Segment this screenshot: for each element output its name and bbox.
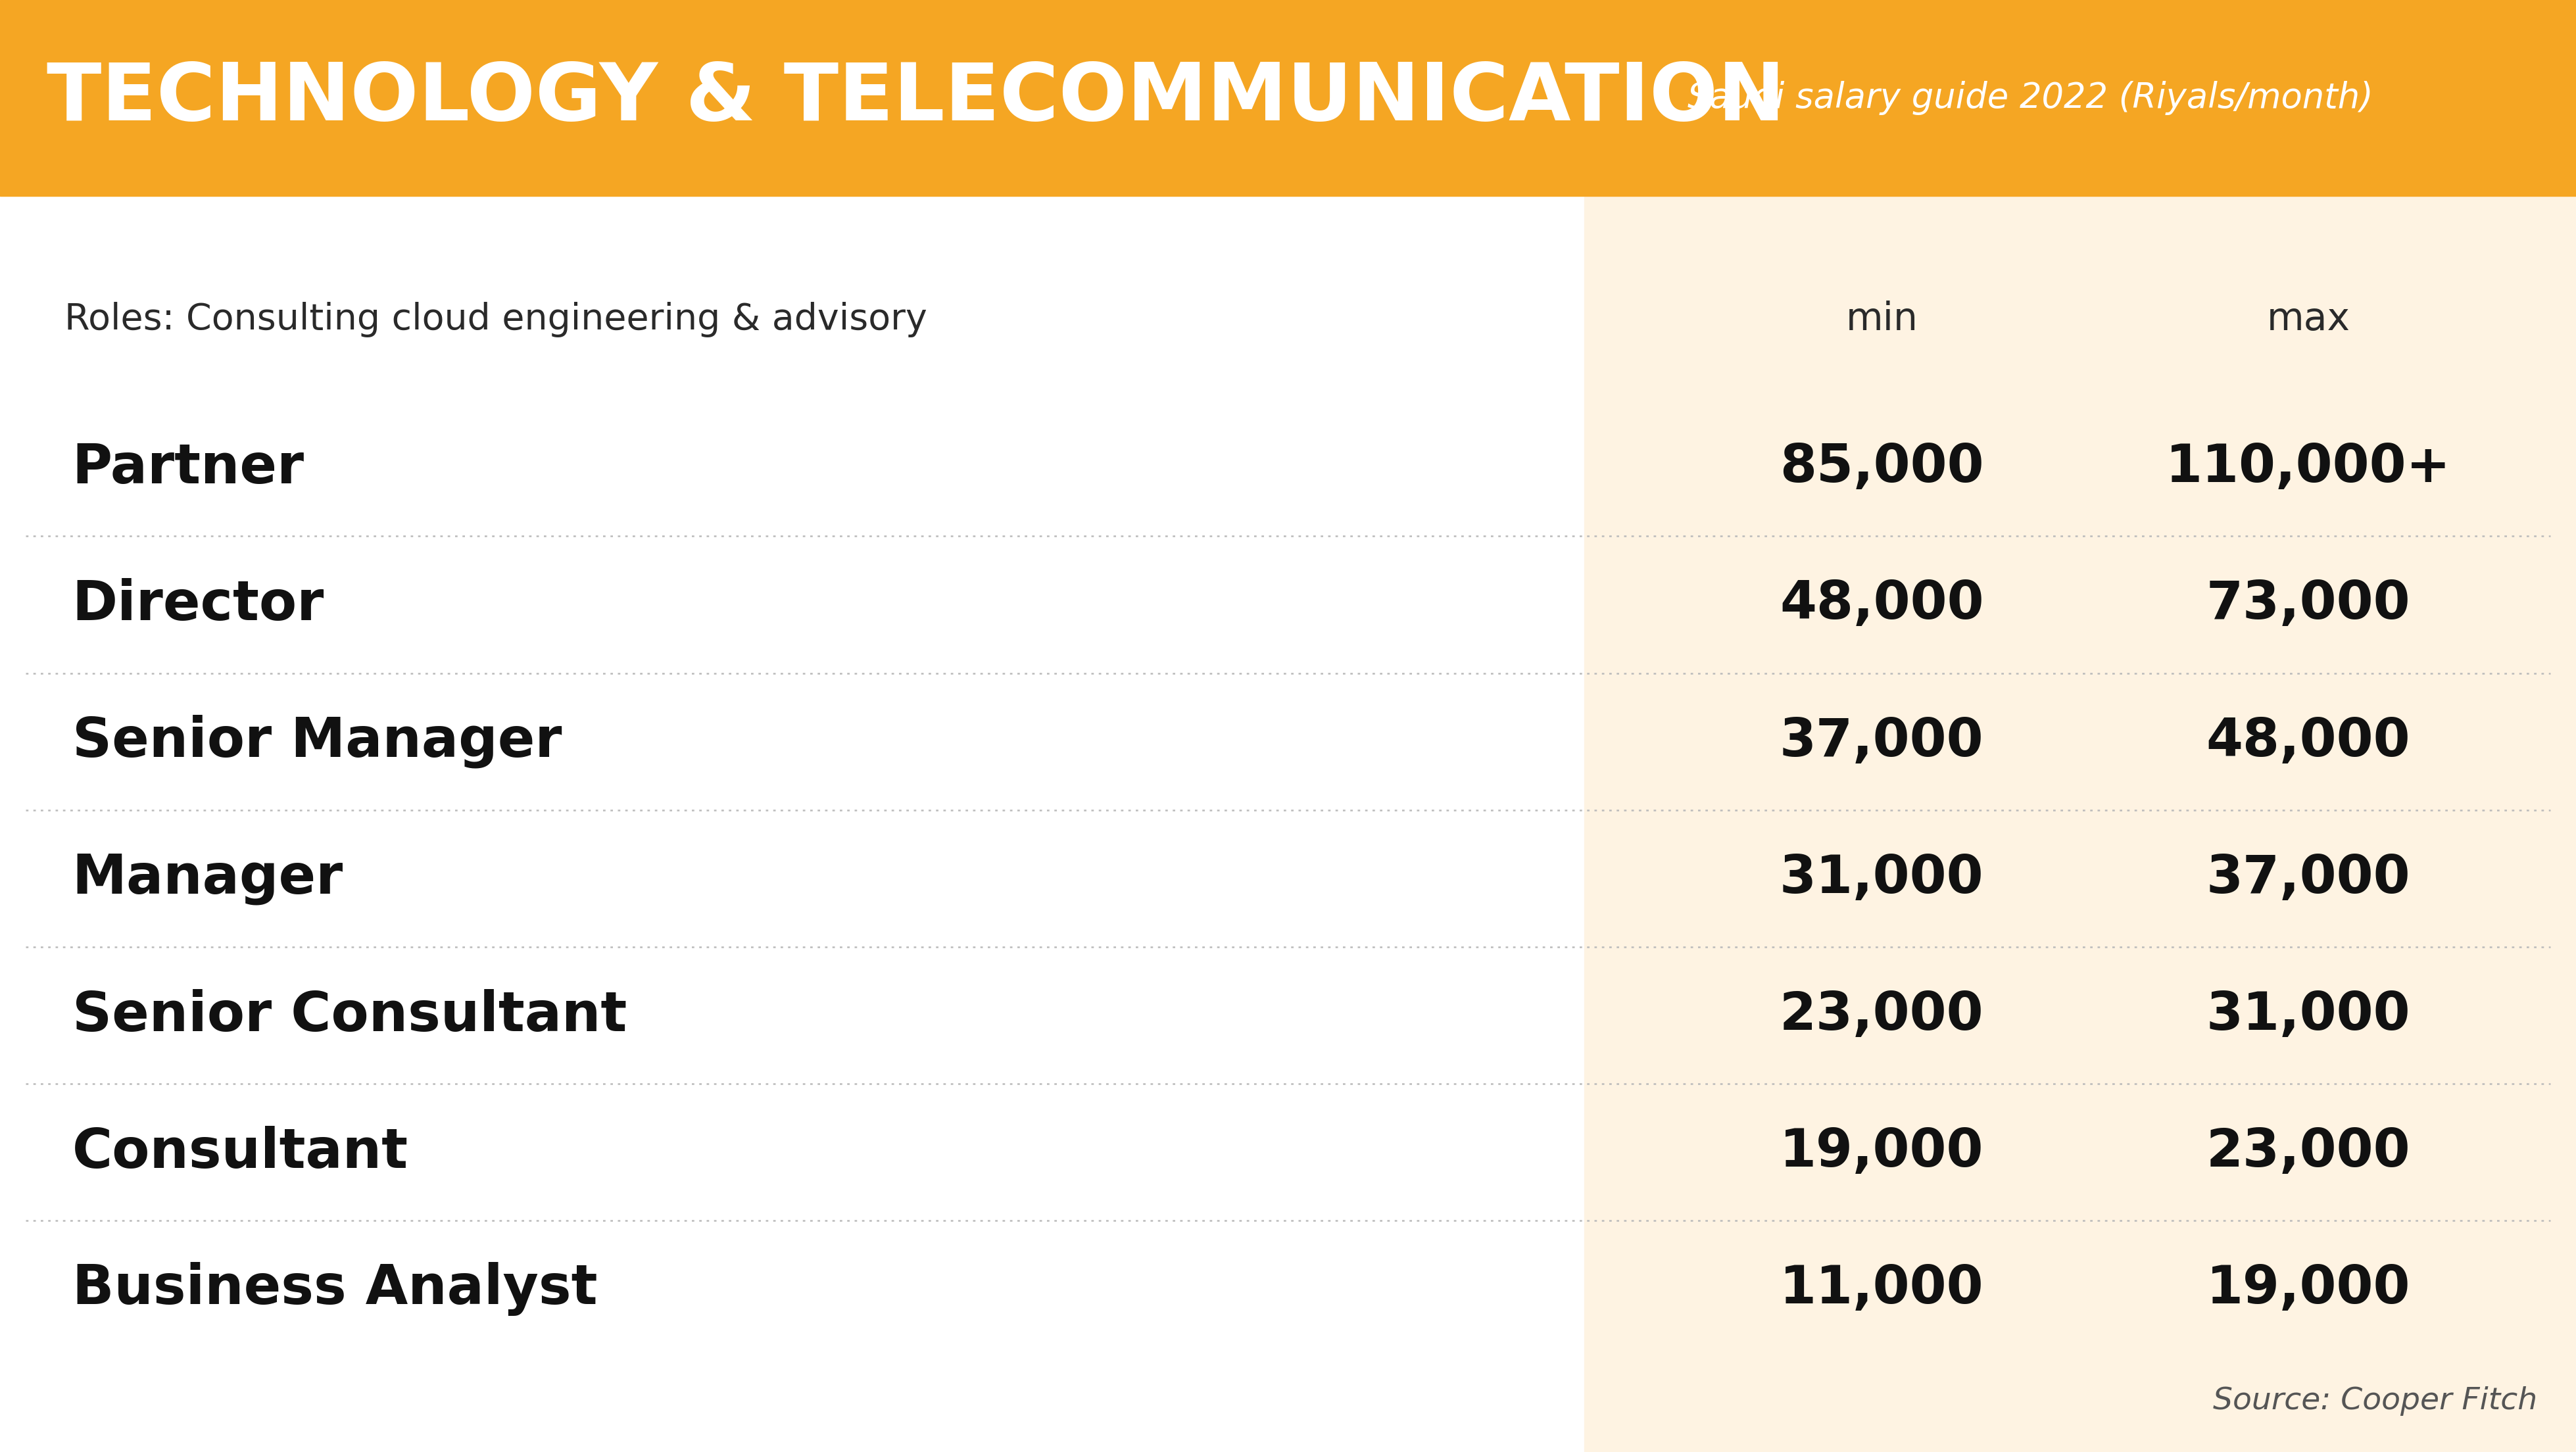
Text: 19,000: 19,000 [1780, 1127, 1984, 1178]
Text: 110,000+: 110,000+ [2166, 441, 2450, 494]
Text: Manager: Manager [72, 852, 343, 905]
Text: Saudi salary guide 2022 (Riyals/month): Saudi salary guide 2022 (Riyals/month) [1687, 81, 2372, 115]
Text: 19,000: 19,000 [2205, 1263, 2411, 1316]
Text: Roles: Consulting cloud engineering & advisory: Roles: Consulting cloud engineering & ad… [64, 302, 927, 337]
Text: Senior Manager: Senior Manager [72, 714, 562, 768]
Text: Senior Consultant: Senior Consultant [72, 989, 626, 1043]
Text: 31,000: 31,000 [2205, 990, 2411, 1041]
Text: 11,000: 11,000 [1780, 1263, 1984, 1316]
Text: 48,000: 48,000 [2205, 716, 2411, 767]
Text: 23,000: 23,000 [2205, 1127, 2411, 1178]
Text: min: min [1844, 301, 1919, 338]
Text: Director: Director [72, 578, 325, 632]
Text: Source: Cooper Fitch: Source: Cooper Fitch [2213, 1387, 2537, 1416]
Text: 37,000: 37,000 [2205, 852, 2411, 905]
Text: 73,000: 73,000 [2205, 579, 2411, 630]
Bar [0, 0, 2576, 196]
Text: 23,000: 23,000 [1780, 990, 1984, 1041]
Text: 37,000: 37,000 [1780, 716, 1984, 767]
Text: TECHNOLOGY & TELECOMMUNICATION: TECHNOLOGY & TELECOMMUNICATION [46, 60, 1785, 136]
Text: max: max [2267, 301, 2349, 338]
Text: Partner: Partner [72, 441, 304, 494]
Text: 85,000: 85,000 [1780, 441, 1984, 494]
Text: 48,000: 48,000 [1780, 579, 1984, 630]
Text: 31,000: 31,000 [1780, 852, 1984, 905]
Text: Consultant: Consultant [72, 1125, 407, 1179]
Bar [1584, 196, 2576, 1452]
Text: Business Analyst: Business Analyst [72, 1262, 598, 1316]
